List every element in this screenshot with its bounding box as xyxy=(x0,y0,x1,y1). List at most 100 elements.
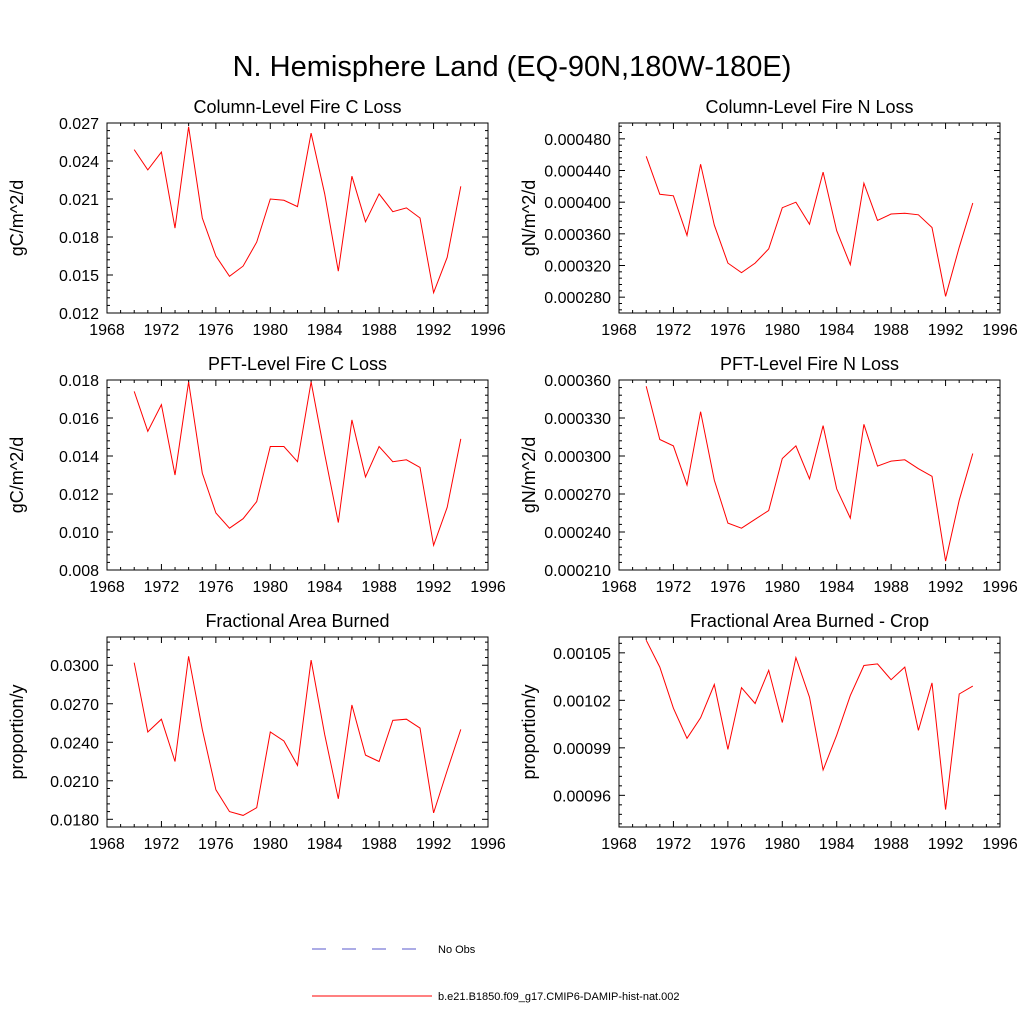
y-tick-label: 0.000360 xyxy=(544,373,611,390)
x-tick-label: 1984 xyxy=(307,836,343,853)
x-tick-label: 1972 xyxy=(144,836,180,853)
x-tick-label: 1976 xyxy=(710,836,746,853)
chart-title: Column-Level Fire C Loss xyxy=(193,97,401,117)
x-tick-label: 1992 xyxy=(928,579,964,596)
x-tick-label: 1996 xyxy=(470,322,506,339)
x-tick-label: 1980 xyxy=(252,836,288,853)
y-axis-label: gC/m^2/d xyxy=(7,180,27,256)
y-tick-label: 0.027 xyxy=(59,116,99,133)
series-line xyxy=(133,381,462,548)
y-axis-label: gC/m^2/d xyxy=(7,437,27,513)
y-tick-label: 0.000480 xyxy=(544,132,611,149)
y-tick-label: 0.024 xyxy=(59,154,99,171)
chart-title: Fractional Area Burned - Crop xyxy=(690,611,929,631)
chart-panel-1: Column-Level Fire C Loss gC/m^2/d 1968 1972… xyxy=(7,97,506,339)
plot-frame xyxy=(106,379,489,571)
y-tick-label: 0.0210 xyxy=(50,774,99,791)
chart-title: PFT-Level Fire N Loss xyxy=(720,354,899,374)
y-tick-label: 0.00096 xyxy=(553,788,611,805)
y-tick-label: 0.021 xyxy=(59,192,99,209)
x-tick-label: 1984 xyxy=(307,579,343,596)
x-tick-label: 1968 xyxy=(89,322,125,339)
y-tick-label: 0.015 xyxy=(59,268,99,285)
y-tick-label: 0.018 xyxy=(59,373,99,390)
y-tick-label: 0.012 xyxy=(59,306,99,323)
x-tick-label: 1992 xyxy=(928,322,964,339)
chart-panel-6: Fractional Area Burned - Crop proportion/… xyxy=(519,611,1018,853)
chart-title: Column-Level Fire N Loss xyxy=(705,97,913,117)
series-line xyxy=(645,156,974,297)
series-line xyxy=(645,639,974,810)
x-tick-label: 1972 xyxy=(144,579,180,596)
x-tick-label: 1976 xyxy=(710,322,746,339)
x-tick-label: 1980 xyxy=(764,322,800,339)
x-tick-label: 1988 xyxy=(361,322,397,339)
x-tick-label: 1988 xyxy=(361,579,397,596)
series-line xyxy=(645,386,974,562)
x-tick-label: 1972 xyxy=(656,322,692,339)
y-tick-label: 0.00105 xyxy=(553,646,611,663)
y-tick-label: 0.0300 xyxy=(50,658,99,675)
x-tick-label: 1968 xyxy=(601,322,637,339)
y-tick-label: 0.000210 xyxy=(544,563,611,580)
x-tick-label: 1980 xyxy=(764,579,800,596)
x-tick-label: 1980 xyxy=(252,322,288,339)
x-tick-label: 1988 xyxy=(361,836,397,853)
y-tick-label: 0.000360 xyxy=(544,227,611,244)
x-tick-label: 1996 xyxy=(470,579,506,596)
x-tick-label: 1976 xyxy=(710,579,746,596)
chart-panel-4: PFT-Level Fire N Loss gN/m^2/d 1968 1972 197… xyxy=(519,354,1018,596)
x-tick-label: 1992 xyxy=(416,836,452,853)
x-tick-label: 1996 xyxy=(982,836,1018,853)
x-tick-label: 1988 xyxy=(873,579,909,596)
y-tick-label: 0.010 xyxy=(59,525,99,542)
y-tick-label: 0.000270 xyxy=(544,487,611,504)
legend-obs-label: No Obs xyxy=(438,944,476,956)
y-tick-label: 0.0270 xyxy=(50,697,99,714)
x-tick-label: 1996 xyxy=(470,836,506,853)
y-tick-label: 0.0180 xyxy=(50,812,99,829)
x-tick-label: 1968 xyxy=(601,836,637,853)
x-tick-label: 1968 xyxy=(89,836,125,853)
panels: Column-Level Fire C Loss gC/m^2/d 1968 1972… xyxy=(7,97,1018,853)
y-tick-label: 0.000240 xyxy=(544,525,611,542)
y-axis-label: proportion/y xyxy=(519,684,539,779)
x-tick-label: 1996 xyxy=(982,579,1018,596)
x-tick-label: 1984 xyxy=(307,322,343,339)
x-tick-label: 1968 xyxy=(601,579,637,596)
y-tick-label: 0.000330 xyxy=(544,411,611,428)
x-tick-label: 1992 xyxy=(928,836,964,853)
x-tick-label: 1980 xyxy=(764,836,800,853)
x-tick-label: 1984 xyxy=(819,579,855,596)
y-tick-label: 0.000300 xyxy=(544,449,611,466)
y-tick-label: 0.00102 xyxy=(553,693,611,710)
x-tick-label: 1972 xyxy=(656,579,692,596)
chart-title: Fractional Area Burned xyxy=(205,611,389,631)
x-tick-label: 1968 xyxy=(89,579,125,596)
x-tick-label: 1988 xyxy=(873,836,909,853)
y-tick-label: 0.00099 xyxy=(553,741,611,758)
x-tick-label: 1972 xyxy=(144,322,180,339)
x-tick-label: 1976 xyxy=(198,322,234,339)
chart-panel-2: Column-Level Fire N Loss gN/m^2/d 1968 1972… xyxy=(519,97,1018,339)
y-tick-label: 0.0240 xyxy=(50,735,99,752)
y-tick-label: 0.012 xyxy=(59,487,99,504)
x-tick-label: 1984 xyxy=(819,322,855,339)
x-tick-label: 1976 xyxy=(198,836,234,853)
y-tick-label: 0.008 xyxy=(59,563,99,580)
x-tick-label: 1996 xyxy=(982,322,1018,339)
y-tick-label: 0.016 xyxy=(59,411,99,428)
x-tick-label: 1980 xyxy=(252,579,288,596)
y-axis-label: proportion/y xyxy=(7,684,27,779)
x-tick-label: 1992 xyxy=(416,322,452,339)
plot-frame xyxy=(618,636,1001,828)
x-tick-label: 1992 xyxy=(416,579,452,596)
y-tick-label: 0.000440 xyxy=(544,164,611,181)
chart-panel-5: Fractional Area Burned proportion/y 1968 19… xyxy=(7,611,506,853)
x-tick-label: 1984 xyxy=(819,836,855,853)
figure-title: N. Hemisphere Land (EQ-90N,180W-180E) xyxy=(233,51,792,83)
chart-title: PFT-Level Fire C Loss xyxy=(208,354,387,374)
y-axis-label: gN/m^2/d xyxy=(519,180,539,256)
y-tick-label: 0.000280 xyxy=(544,290,611,307)
